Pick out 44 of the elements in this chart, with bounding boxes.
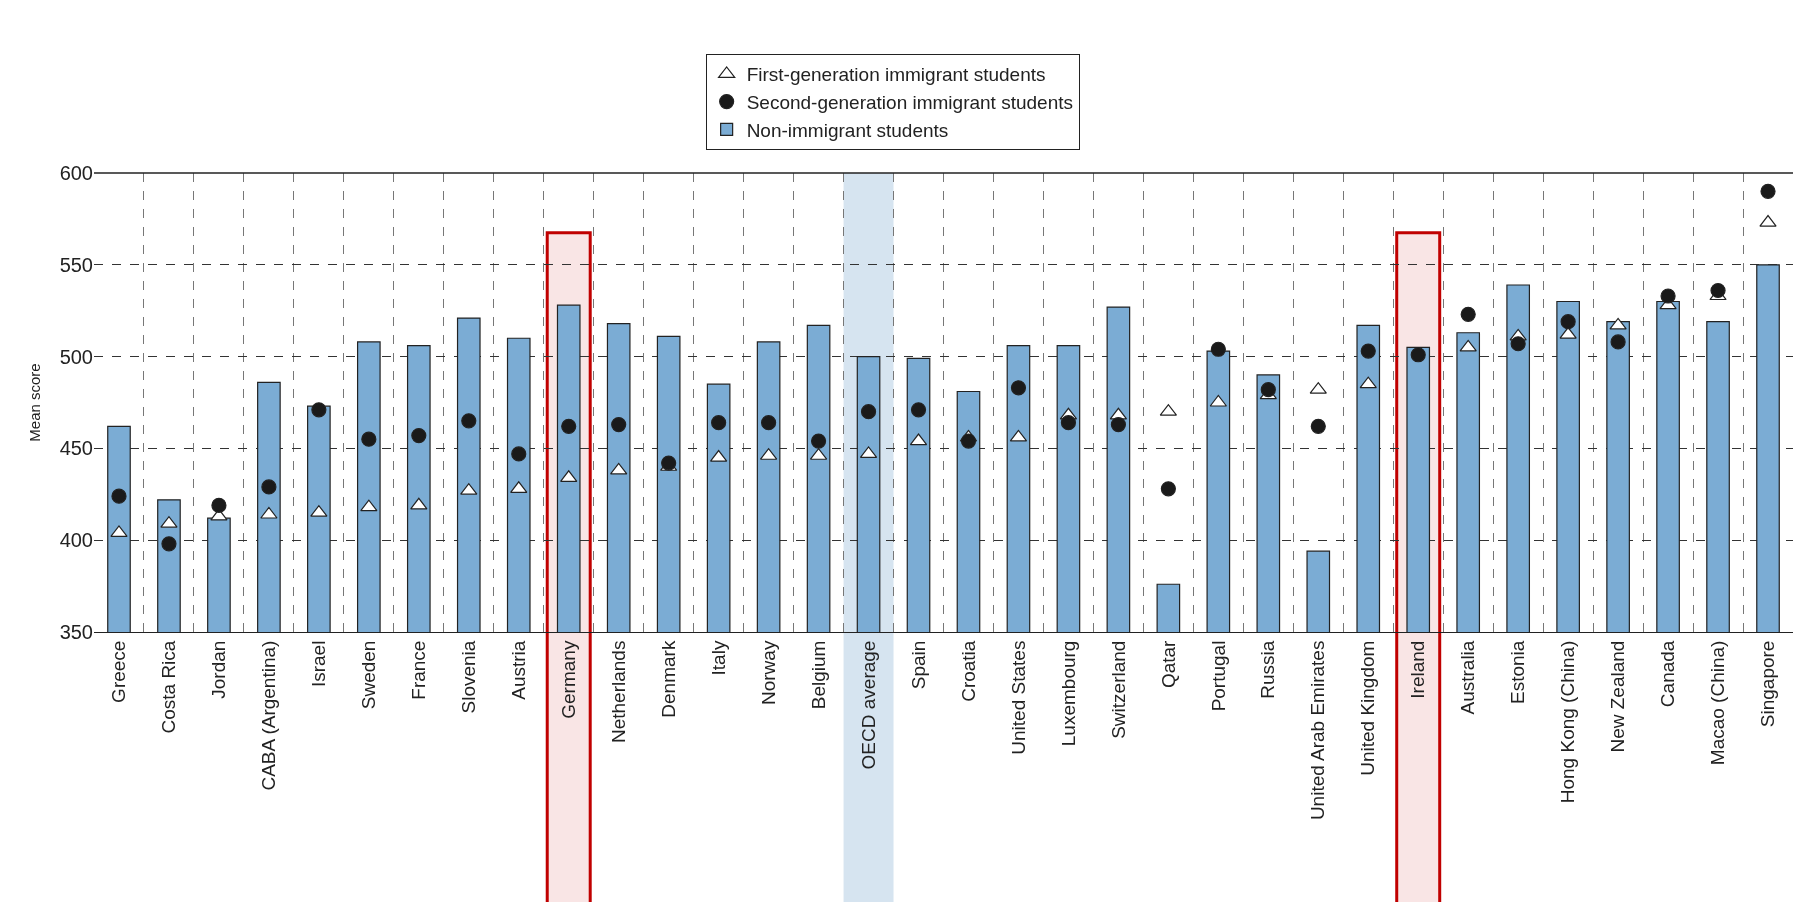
x-tick-label: Greece (108, 640, 130, 703)
y-tick-label: 450 (59, 437, 93, 460)
y-axis-title: Mean score (25, 363, 43, 442)
x-tick-label: Hong Kong (China) (1557, 640, 1579, 804)
x-tick-label: Russia (1257, 640, 1279, 699)
y-tick-label: 600 (59, 162, 93, 184)
x-tick-label: Italy (707, 640, 729, 676)
x-tick-label: Estonia (1507, 640, 1529, 704)
x-tick-label: CABA (Argentina) (258, 640, 280, 791)
y-tick-label: 550 (59, 253, 93, 276)
x-tick-label: Jordan (208, 640, 230, 699)
x-tick-label: Spain (907, 640, 929, 690)
legend-label: Non-immigrant students (746, 119, 949, 141)
x-tick-label: Slovenia (457, 640, 479, 714)
x-tick-label: Qatar (1157, 639, 1179, 689)
legend-label: Second-generation immigrant students (746, 92, 1073, 114)
x-tick-label: Sweden (358, 640, 380, 710)
x-tick-label: Croatia (957, 640, 979, 702)
x-tick-label: New Zealand (1607, 640, 1629, 753)
x-tick-label: Switzerland (1107, 640, 1129, 739)
x-tick-label: Costa Rica (158, 640, 180, 734)
x-tick-label: Australia (1457, 640, 1479, 715)
x-tick-label: Luxembourg (1057, 640, 1079, 747)
x-tick-label: Portugal (1207, 640, 1229, 712)
y-tick-label: 500 (59, 345, 93, 368)
x-tick-label: France (407, 640, 429, 700)
legend-label: First-generation immigrant students (746, 64, 1046, 86)
x-tick-label: OECD average (857, 640, 879, 770)
x-tick-label: Canada (1657, 640, 1679, 708)
x-tick-label: Netherlands (607, 640, 629, 744)
x-tick-label: Belgium (807, 640, 829, 710)
y-tick-label: 400 (59, 529, 93, 552)
x-tick-label: United Kingdom (1357, 640, 1379, 776)
x-tick-label: Israel (308, 640, 330, 688)
x-tick-label: Denmark (657, 640, 679, 718)
x-tick-label: Germany (557, 640, 579, 719)
x-tick-label: Macao (China) (1707, 640, 1729, 766)
x-tick-label: Singapore (1757, 640, 1779, 728)
y-tick-label: 350 (59, 621, 93, 643)
x-tick-label: United Arab Emirates (1307, 640, 1329, 821)
x-tick-label: Norway (757, 640, 779, 706)
x-tick-label: United States (1007, 640, 1029, 755)
x-tick-label: Ireland (1407, 640, 1429, 699)
x-tick-label: Austria (507, 640, 529, 700)
